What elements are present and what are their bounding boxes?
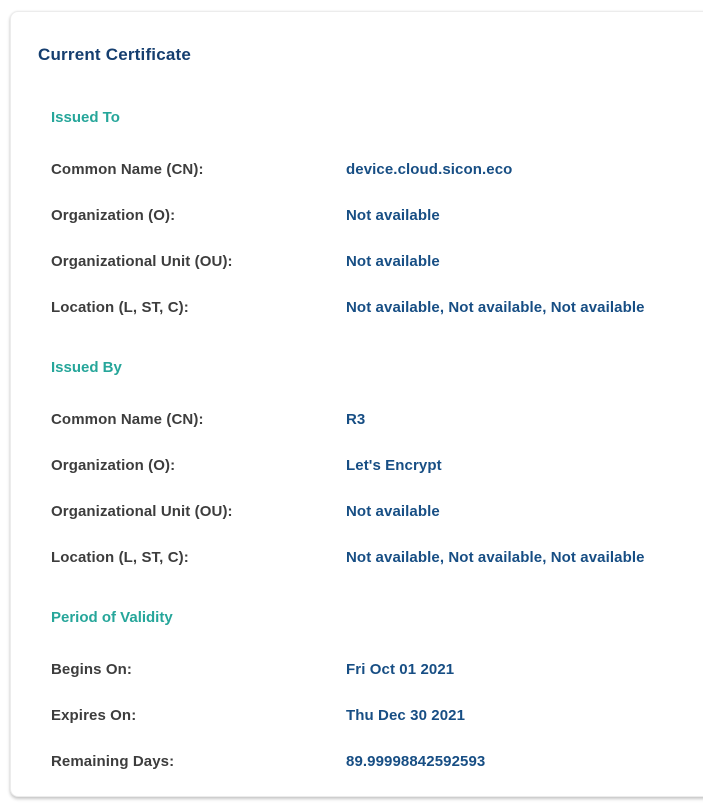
row-label: Organization (O): — [51, 207, 176, 224]
row-label: Organizational Unit (OU): — [51, 253, 233, 270]
row-location: Location (L, ST, C): Not available, Not … — [51, 298, 701, 318]
row-common-name: Common Name (CN): device.cloud.sicon.eco — [51, 160, 701, 180]
row-expires-on: Expires On: Thu Dec 30 2021 — [51, 706, 701, 726]
card-content: Current Certificate Issued To Common Nam… — [11, 12, 703, 772]
row-label: Location (L, ST, C): — [51, 299, 189, 316]
row-value: R3 — [346, 411, 366, 428]
row-value: Thu Dec 30 2021 — [346, 707, 466, 724]
row-label: Common Name (CN): — [51, 411, 204, 428]
row-location: Location (L, ST, C): Not available, Not … — [51, 548, 701, 568]
section-issued-to: Issued To Common Name (CN): device.cloud… — [51, 108, 701, 318]
row-value: device.cloud.sicon.eco — [346, 161, 513, 178]
card-title: Current Certificate — [38, 45, 192, 64]
row-value: 89.99998842592593 — [346, 753, 486, 770]
row-begins-on: Begins On: Fri Oct 01 2021 — [51, 660, 701, 680]
row-label: Expires On: — [51, 707, 137, 724]
row-value: Not available — [346, 207, 440, 224]
row-label: Location (L, ST, C): — [51, 549, 189, 566]
row-label: Organizational Unit (OU): — [51, 503, 233, 520]
row-organization: Organization (O): Not available — [51, 206, 701, 226]
row-value: Fri Oct 01 2021 — [346, 661, 455, 678]
section-title-issued-to: Issued To — [51, 109, 120, 126]
section-title-period-of-validity: Period of Validity — [51, 609, 173, 626]
row-organizational-unit: Organizational Unit (OU): Not available — [51, 252, 701, 272]
row-label: Common Name (CN): — [51, 161, 204, 178]
section-period-of-validity: Period of Validity Begins On: Fri Oct 01… — [51, 608, 701, 772]
row-value: Not available, Not available, Not availa… — [346, 549, 645, 566]
section-issued-by: Issued By Common Name (CN): R3 Organizat… — [51, 358, 701, 568]
current-certificate-card: Current Certificate Issued To Common Nam… — [10, 11, 703, 797]
row-label: Remaining Days: — [51, 753, 175, 770]
section-title-issued-by: Issued By — [51, 359, 122, 376]
row-value: Not available — [346, 253, 440, 270]
row-organization: Organization (O): Let's Encrypt — [51, 456, 701, 476]
row-organizational-unit: Organizational Unit (OU): Not available — [51, 502, 701, 522]
row-value: Not available, Not available, Not availa… — [346, 299, 645, 316]
row-label: Begins On: — [51, 661, 133, 678]
row-label: Organization (O): — [51, 457, 176, 474]
row-value: Not available — [346, 503, 440, 520]
row-remaining-days: Remaining Days: 89.99998842592593 — [51, 752, 701, 772]
row-common-name: Common Name (CN): R3 — [51, 410, 701, 430]
row-value: Let's Encrypt — [346, 457, 442, 474]
